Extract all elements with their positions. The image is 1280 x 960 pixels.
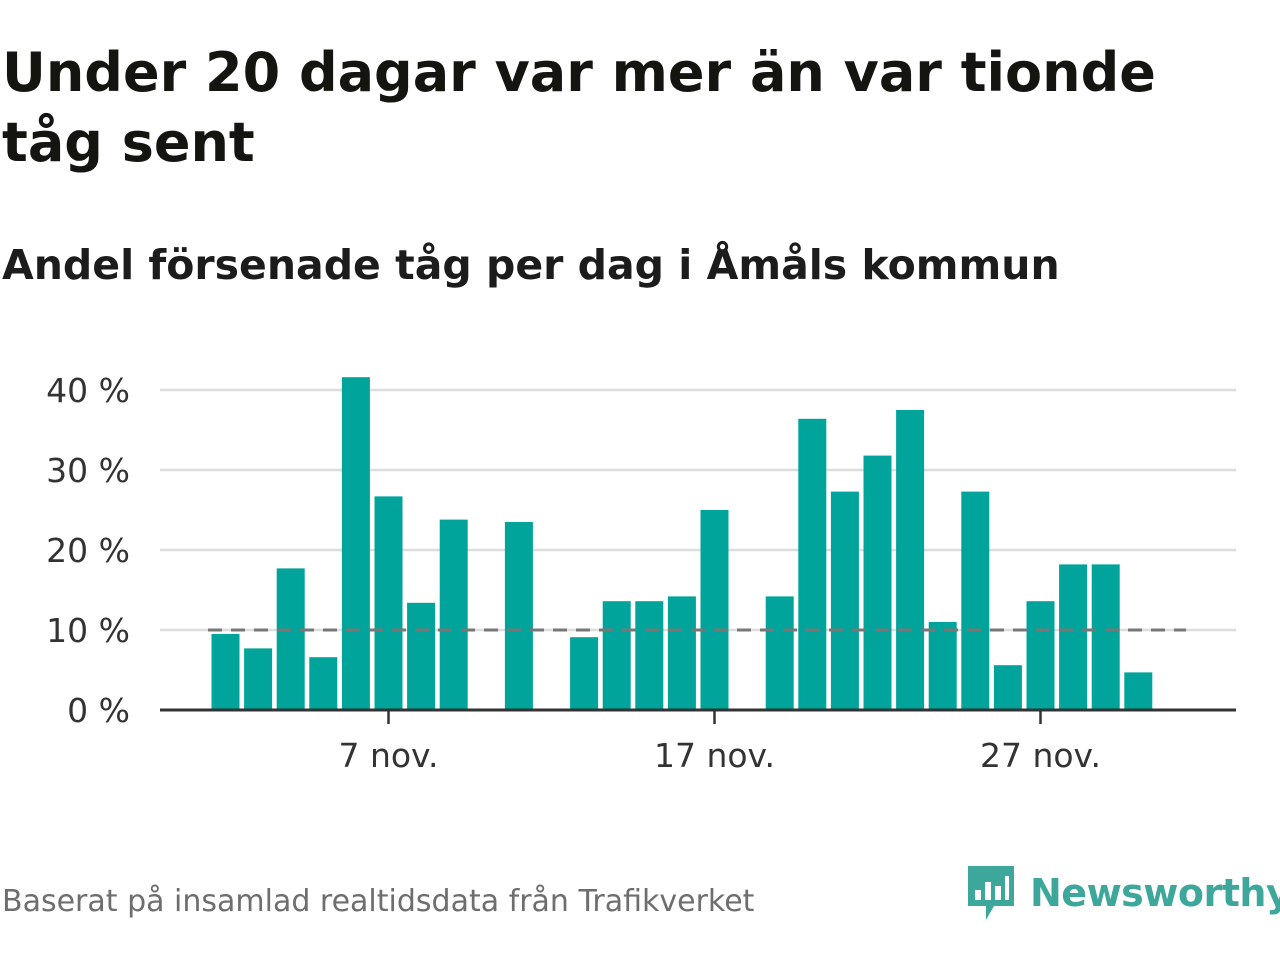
bar (276, 568, 305, 710)
bar (863, 455, 892, 710)
page-title: Under 20 dagar var mer än var tionde tåg… (2, 41, 1156, 174)
newsworthy-logo-icon (968, 866, 1014, 920)
bar (700, 510, 729, 710)
brand: Newsworthy (964, 862, 1280, 924)
chart-subtitle: Andel försenade tåg per dag i Åmåls komm… (2, 241, 1060, 289)
bar (830, 491, 859, 710)
x-tick-label: 27 nov. (980, 736, 1101, 775)
source-note: Baserat på insamlad realtidsdata från Tr… (2, 884, 755, 919)
x-tick-label: 17 nov. (654, 736, 775, 775)
bar (961, 491, 990, 710)
x-tick-label: 7 nov. (338, 736, 438, 775)
bar (244, 648, 273, 710)
y-tick-label: 20 % (46, 531, 130, 570)
bar (1124, 672, 1153, 710)
bar (504, 522, 533, 710)
brand-name: Newsworthy (1030, 871, 1280, 915)
y-tick-label: 40 % (46, 371, 130, 410)
bar (1091, 564, 1120, 710)
bars (211, 377, 1153, 710)
bar (635, 601, 664, 710)
bar (341, 377, 370, 710)
bar (1026, 601, 1055, 710)
bar (439, 519, 468, 710)
bar (667, 596, 696, 710)
axes: 0 % 10 % 20 % 30 % 40 % 7 nov. 17 nov. 27 nov. (46, 371, 1236, 775)
bar (1059, 564, 1088, 710)
bar (765, 596, 794, 710)
bar (798, 418, 827, 710)
bar (896, 410, 925, 710)
bar (407, 602, 436, 710)
bar-chart: 0 % 10 % 20 % 30 % 40 % 7 nov. 17 nov. 27 nov. (46, 371, 1236, 775)
bar (211, 634, 240, 710)
bar (374, 496, 403, 710)
bar (570, 637, 599, 710)
bar (993, 665, 1022, 710)
bar (928, 622, 957, 710)
y-tick-label: 30 % (46, 451, 130, 490)
bar (309, 657, 338, 710)
y-tick-label: 0 % (67, 691, 130, 730)
bar (602, 601, 631, 710)
y-tick-label: 10 % (46, 611, 130, 650)
